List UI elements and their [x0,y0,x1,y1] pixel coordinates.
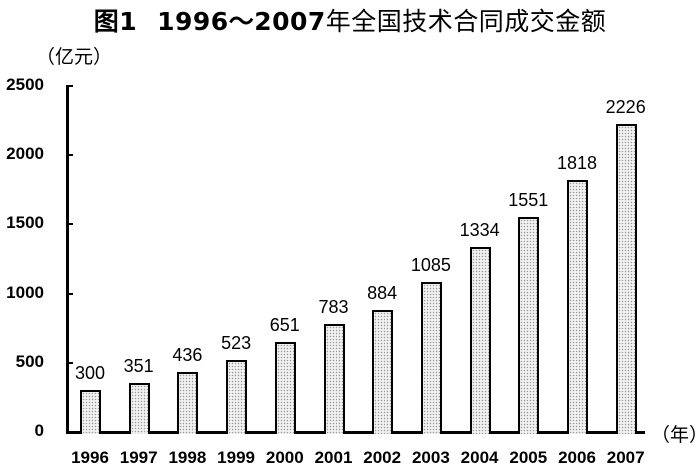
data-label-1996: 300 [74,363,106,384]
data-label-2007: 2226 [605,96,646,117]
x-tick-label-1996: 1996 [71,448,109,467]
x-tick-label-1999: 1999 [217,448,255,467]
bar-1998 [177,371,199,434]
bar-2004 [469,247,491,434]
y-axis-unit: （亿元） [36,46,113,68]
x-axis-unit: （年） [651,424,700,446]
x-tick-label-2002: 2002 [363,448,402,467]
y-tick-mark [66,223,73,226]
data-label-2004: 1334 [459,220,500,241]
bar-2003 [420,281,442,434]
bar-2006 [567,180,588,434]
x-tick-label-1998: 1998 [168,448,207,467]
chart-title: 图1 1996～2007年全国技术合同成交金额 [0,2,700,38]
x-tick-label-2005: 2005 [509,448,548,467]
x-tick-label-1997: 1997 [119,448,158,467]
x-tick-label-2003: 2003 [411,448,450,467]
y-tick-label: 0 [34,421,44,440]
x-tick-label-2004: 2004 [460,448,499,467]
y-tick-label: 1500 [6,213,44,233]
y-tick-mark [66,154,73,157]
data-label-2003: 1085 [410,254,451,275]
x-tick-label-2006: 2006 [558,448,596,467]
bar-1996 [80,390,101,434]
y-tick-mark [66,361,73,364]
data-label-2001: 783 [318,296,349,317]
figure-label: 图1 [93,7,138,36]
bar-2002 [372,309,394,434]
y-axis-line [66,86,69,434]
y-tick-label: 1000 [6,282,44,302]
bar-1997 [128,383,150,434]
data-label-2006: 1818 [556,153,598,174]
x-tick-label-2000: 2000 [265,448,304,467]
bar-1999 [226,359,248,434]
data-label-2002: 884 [367,282,398,303]
data-label-2005: 1551 [508,190,549,211]
y-tick-label: 2500 [6,75,44,94]
bar-2005 [518,217,540,434]
data-label-1997: 351 [123,356,154,377]
y-tick-label: 2000 [6,144,44,164]
y-tick-mark [66,292,73,295]
y-tick-label: 500 [15,351,44,371]
title-year-range: 1996～2007 [157,7,326,36]
x-axis-line [66,431,645,434]
bar-2000 [274,341,296,434]
data-label-2000: 651 [269,314,300,335]
x-tick-label-2001: 2001 [314,448,353,467]
data-label-1999: 523 [221,332,252,353]
data-label-1998: 436 [172,344,203,365]
x-tick-label-2007: 2007 [606,448,645,467]
bar-2007 [615,123,637,434]
title-text: 年全国技术合同成交金额 [325,7,607,36]
bar-2001 [323,323,345,434]
y-tick-mark [66,85,73,87]
